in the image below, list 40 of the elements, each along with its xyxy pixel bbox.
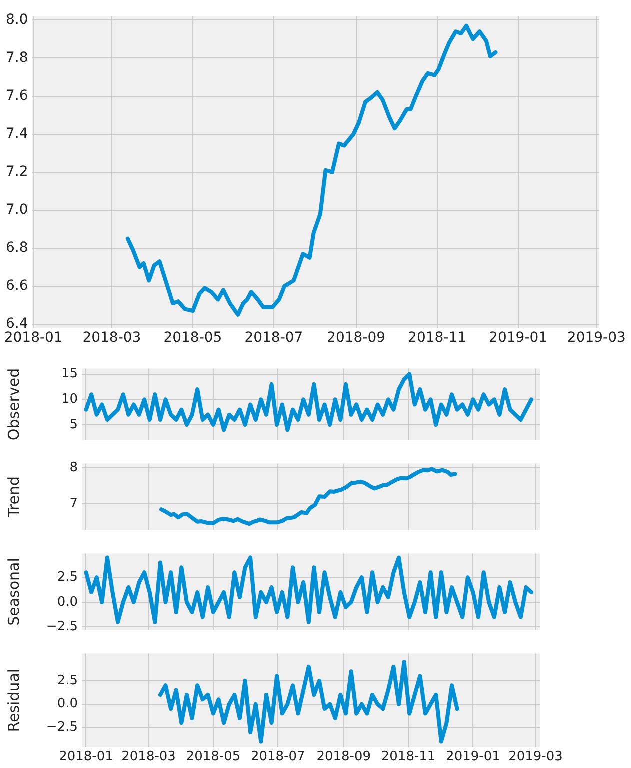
y-tick-label: 6.8 — [6, 240, 28, 256]
x-tick-label: 2018-07 — [250, 750, 306, 765]
y-tick-label: 8 — [70, 460, 78, 476]
y-tick-label: 6.4 — [6, 316, 28, 332]
x-tick-label: 2018-01 — [59, 750, 114, 765]
y-axis-title: Observed — [4, 368, 23, 441]
y-tick-label: 7.4 — [6, 126, 28, 142]
y-tick-label: 0.0 — [57, 696, 78, 712]
x-tick-label: 2018-05 — [186, 750, 241, 765]
x-tick-label: 2018-03 — [122, 750, 176, 765]
x-tick-label: 2019-01 — [489, 330, 548, 346]
y-tick-label: 10 — [61, 392, 78, 408]
x-tick-label: 2018-09 — [316, 750, 372, 765]
y-tick-label: 2.5 — [57, 570, 78, 585]
y-axis-title: Seasonal — [4, 558, 23, 626]
x-tick-label: 2019-01 — [446, 750, 500, 765]
y-tick-label: −2.5 — [46, 720, 78, 736]
x-tick-label: 2019-03 — [508, 750, 563, 765]
y-tick-label: 6.6 — [6, 278, 28, 294]
y-tick-label: 15 — [61, 366, 78, 382]
y-axis-title: Residual — [4, 668, 23, 732]
y-tick-label: −2.5 — [46, 620, 78, 635]
y-tick-label: 5 — [70, 417, 78, 432]
y-tick-label: 0.0 — [57, 594, 78, 610]
y-tick-label: 2.5 — [57, 673, 78, 688]
x-tick-label: 2018-01 — [4, 330, 63, 346]
y-tick-label: 7.8 — [6, 50, 28, 66]
y-tick-label: 7.6 — [6, 88, 28, 104]
x-tick-label: 2018-09 — [327, 330, 386, 346]
x-tick-label: 2018-11 — [408, 330, 467, 346]
x-tick-label: 2018-11 — [381, 750, 436, 765]
y-tick-label: 7.2 — [6, 164, 28, 180]
x-tick-label: 2018-03 — [82, 330, 142, 346]
x-tick-label: 2018-05 — [164, 330, 222, 346]
y-tick-label: 7 — [70, 496, 78, 512]
y-axis-title: Trend — [4, 476, 23, 519]
y-tick-label: 7.0 — [6, 202, 28, 218]
y-tick-label: 8.0 — [6, 12, 28, 28]
x-tick-label: 2018-07 — [244, 330, 304, 346]
x-tick-label: 2019-03 — [567, 330, 626, 346]
